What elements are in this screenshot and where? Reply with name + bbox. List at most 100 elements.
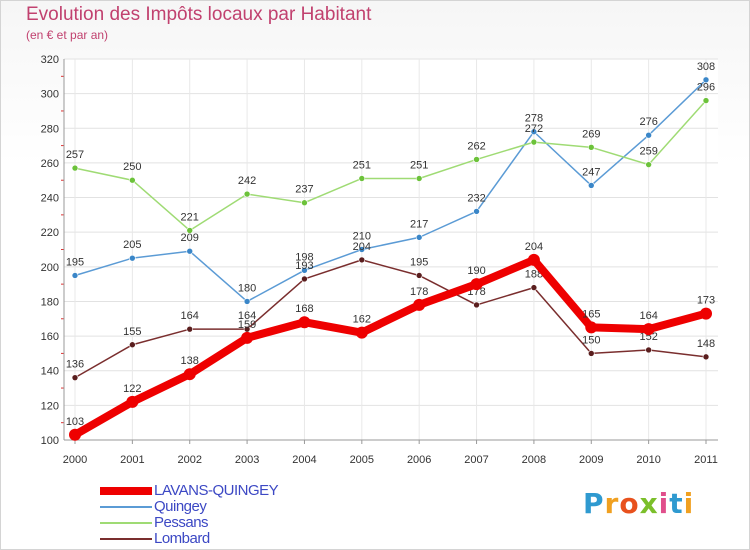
x-tick-label: 2009: [579, 454, 603, 466]
data-label-lavans-quingey: 162: [353, 314, 371, 326]
data-label-pessans: 262: [467, 140, 485, 152]
data-label-lombard: 164: [238, 310, 256, 322]
data-label-lavans-quingey: 204: [525, 241, 543, 253]
data-label-lavans-quingey: 138: [181, 355, 199, 367]
y-tick-label: 280: [41, 123, 59, 135]
y-tick-label: 180: [41, 296, 59, 308]
logo-letter: P: [583, 487, 605, 520]
y-tick-label: 220: [41, 227, 59, 239]
data-label-pessans: 237: [295, 184, 313, 196]
data-point-lombard: [186, 325, 194, 333]
data-label-quingey: 198: [295, 251, 313, 263]
data-point-pessans: [702, 97, 710, 104]
logo-letter: r: [604, 487, 620, 520]
chart-subtitle: (en € et par an): [26, 28, 109, 42]
data-label-lombard: 193: [295, 260, 313, 272]
legend-swatch: [100, 522, 152, 524]
legend-swatch: [100, 506, 152, 508]
data-label-quingey: 205: [123, 239, 141, 251]
data-point-lombard: [702, 353, 710, 361]
legend-label: LAVANS-QUINGEY: [154, 482, 279, 499]
legend-label: Lombard: [154, 530, 210, 547]
data-label-lavans-quingey: 159: [238, 319, 256, 331]
legend-item-lombard: Lombard: [100, 530, 400, 547]
x-tick-label: 2001: [120, 454, 144, 466]
data-point-lombard: [530, 284, 538, 291]
data-label-pessans: 251: [353, 159, 371, 171]
data-point-lombard: [587, 350, 595, 357]
y-tick-label: 240: [41, 193, 59, 205]
data-label-lavans-quingey: 165: [582, 308, 600, 320]
logo-letter: o: [619, 487, 640, 520]
legend-label: Pessans: [154, 514, 209, 531]
data-point-lavans-quingey: [183, 368, 196, 381]
data-label-quingey: 180: [238, 282, 256, 294]
data-point-lombard: [301, 275, 308, 283]
data-label-quingey: 210: [353, 231, 371, 243]
data-label-quingey: 195: [66, 256, 84, 268]
y-tick-label: 300: [41, 89, 59, 101]
data-label-quingey: 308: [697, 61, 715, 73]
legend-item-pessans: Pessans: [100, 514, 400, 531]
data-label-pessans: 272: [525, 123, 543, 135]
y-tick-label: 120: [41, 400, 59, 412]
logo-letter: i: [658, 487, 670, 520]
data-label-lavans-quingey: 173: [697, 295, 715, 307]
data-point-lombard: [129, 341, 136, 349]
logo-letter: x: [639, 487, 659, 520]
x-tick-label: 2000: [63, 454, 87, 466]
data-point-lavans-quingey: [413, 298, 426, 311]
legend-swatch: [100, 538, 152, 540]
data-point-lombard: [473, 301, 480, 309]
data-label-lombard: 204: [353, 241, 371, 253]
data-point-lombard: [358, 256, 366, 264]
data-point-quingey: [530, 128, 538, 136]
data-point-quingey: [645, 131, 652, 139]
logo-letter: t: [669, 487, 684, 520]
y-tick-label: 160: [41, 331, 59, 343]
data-point-pessans: [415, 175, 423, 182]
data-label-lombard: 148: [697, 338, 715, 350]
data-point-pessans: [129, 176, 136, 184]
x-tick-label: 2010: [636, 454, 660, 466]
data-point-lavans-quingey: [700, 307, 712, 320]
legend-item-lavans-quingey: LAVANS-QUINGEY: [100, 482, 400, 499]
data-point-pessans: [186, 227, 194, 234]
data-point-lavans-quingey: [585, 321, 598, 334]
data-label-pessans: 296: [697, 82, 715, 94]
data-point-lavans-quingey: [69, 428, 81, 441]
x-tick-label: 2003: [235, 454, 259, 466]
data-point-lombard: [71, 374, 79, 381]
data-label-lombard: 152: [639, 331, 657, 343]
data-label-quingey: 276: [639, 116, 657, 128]
data-label-lavans-quingey: 168: [295, 303, 313, 315]
legend-swatch: [100, 487, 152, 495]
data-point-lombard: [645, 346, 652, 354]
x-tick-label: 2006: [407, 454, 431, 466]
y-tick-label: 140: [41, 366, 59, 378]
data-label-lombard: 136: [66, 359, 84, 371]
data-point-lavans-quingey: [241, 331, 254, 344]
data-point-pessans: [587, 144, 595, 151]
data-label-pessans: 269: [582, 128, 600, 140]
data-point-lavans-quingey: [126, 395, 139, 408]
y-tick-label: 100: [41, 435, 59, 447]
legend: LAVANS-QUINGEY Quingey Pessans Lombard: [100, 482, 400, 547]
series-line-pessans: [74, 99, 707, 232]
data-label-quingey: 217: [410, 218, 428, 230]
data-label-lombard: 155: [123, 326, 141, 338]
chart-title: Evolution des Impôts locaux par Habitant: [26, 4, 372, 25]
data-label-lombard: 188: [525, 269, 543, 281]
data-label-lombard: 195: [410, 256, 428, 268]
data-point-quingey: [415, 234, 423, 241]
data-label-lavans-quingey: 164: [639, 310, 657, 322]
data-label-quingey: 209: [181, 232, 199, 244]
data-point-lavans-quingey: [527, 253, 540, 266]
series-line-lavans-quingey: [71, 255, 710, 439]
data-label-pessans: 257: [66, 149, 84, 161]
data-point-lavans-quingey: [355, 326, 368, 339]
data-point-quingey: [71, 272, 79, 279]
data-label-lombard: 164: [181, 310, 199, 322]
x-tick-label: 2008: [522, 454, 546, 466]
x-tick-label: 2004: [292, 454, 316, 466]
